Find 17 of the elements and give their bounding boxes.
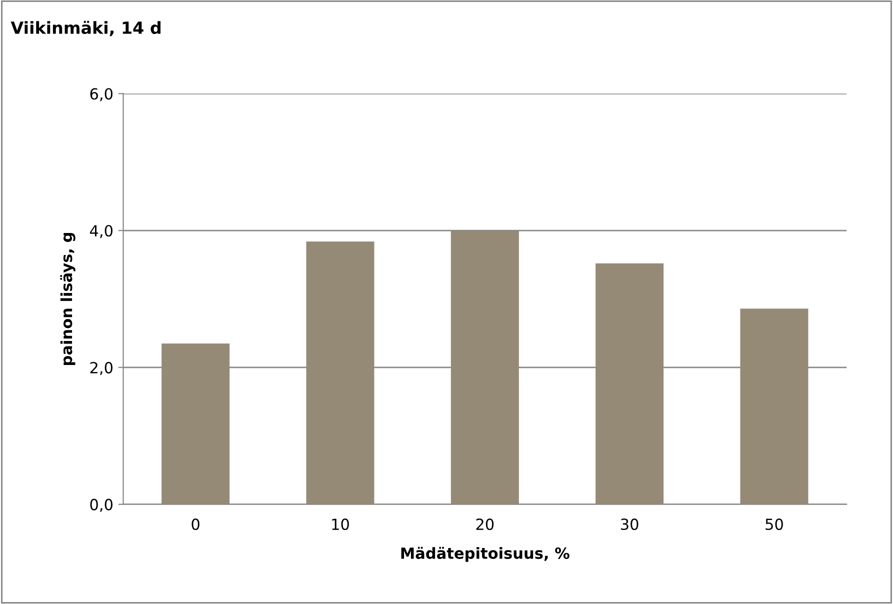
y-tick-label: 0,0 bbox=[90, 498, 112, 512]
bar bbox=[740, 308, 808, 504]
y-axis-title: painon lisäys, g bbox=[60, 232, 76, 365]
y-tick-label: 2,0 bbox=[90, 362, 112, 376]
bar bbox=[306, 241, 374, 504]
bar bbox=[162, 343, 230, 504]
x-tick-label: 50 bbox=[766, 518, 783, 530]
x-tick-label: 0 bbox=[192, 518, 200, 530]
x-axis-title: Mädätepitoisuus, % bbox=[401, 546, 570, 562]
x-tick-label: 20 bbox=[476, 518, 494, 530]
x-tick-label: 30 bbox=[621, 518, 638, 530]
bar bbox=[596, 263, 664, 504]
y-tick-label: 4,0 bbox=[90, 224, 112, 238]
x-tick-label: 10 bbox=[332, 518, 349, 530]
y-tick-label: 6,0 bbox=[90, 88, 112, 102]
chart-title: Viikinmäki, 14 d bbox=[10, 20, 160, 36]
bar bbox=[450, 230, 519, 504]
